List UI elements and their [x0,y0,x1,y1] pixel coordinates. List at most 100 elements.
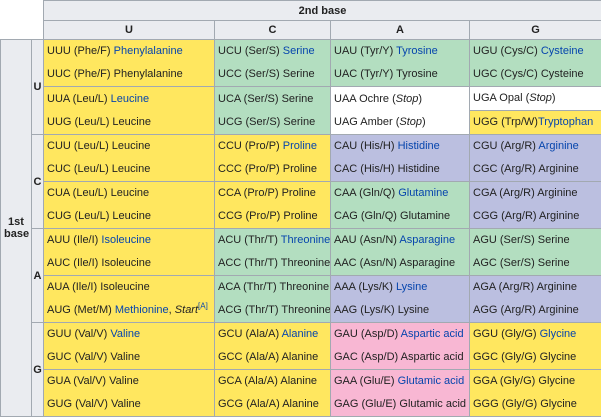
codon-code: CGA (Arg/R) [473,187,537,199]
amino-acid-link[interactable]: Histidine [398,140,440,152]
stop-closing-paren: ) [418,93,422,105]
amino-acid-name: Leucine [112,140,151,152]
codon-line: CCC (Pro/P) Proline [218,158,327,181]
amino-acid-link[interactable]: Tryptophan [538,111,593,134]
codon-code: AAA (Lys/K) [334,281,396,293]
amino-acid-name: Glycine [538,375,575,387]
codon-line: GGU (Gly/G) Glycine [473,323,598,346]
codon-code: GGC (Gly/G) [473,351,540,363]
amino-acid-name: Glutamine [400,210,450,222]
amino-acid-name: Serine [283,68,315,80]
amino-acid-name: Serine [538,257,570,269]
amino-acid-name: Glycine [540,398,577,410]
amino-acid-name: Lysine [398,304,429,316]
codon-code: UCC (Ser/S) [218,68,283,80]
codon-line: GAG (Glu/E) Glutamic acid [334,393,466,416]
codon-line: GCA (Ala/A) Alanine [218,370,327,393]
codon-code: GUC (Val/V) [47,351,110,363]
amino-acid-link[interactable]: Isoleucine [101,234,151,246]
codon-code: UAA Ochre ( [334,93,396,105]
stop-closing-paren: ) [552,87,556,110]
amino-acid-link[interactable]: Glutamic acid [398,375,465,387]
codon-code: ACC (Thr/T) [218,257,281,269]
codon-line: GCU (Ala/A) Alanine [218,323,327,346]
row-header-g: G [32,323,44,417]
codon-line: CGG (Arg/R) Arginine [473,205,598,228]
codon-line: GUC (Val/V) Valine [47,346,211,369]
amino-acid-link[interactable]: Serine [283,45,315,57]
amino-acid-link[interactable]: Threonine [281,234,331,246]
amino-acid-name: Threonine [280,281,330,293]
codon-code: AGA (Arg/R) [473,281,537,293]
amino-acid-name: Leucine [111,187,150,199]
codon-line: CAA (Gln/Q) Glutamine [334,182,466,205]
amino-acid-link[interactable]: Aspartic acid [401,328,464,340]
codon-line: CGC (Arg/R) Arginine [473,158,598,181]
amino-acid-link[interactable]: Arginine [538,140,578,152]
codon-code: UAU (Tyr/Y) [334,45,396,57]
amino-acid-name: Valine [111,398,141,410]
codon-line: AGU (Ser/S) Serine [473,229,598,252]
amino-acid-link[interactable]: Proline [283,140,317,152]
codon-cell-c: CCU (Pro/P) Proline CCC (Pro/P) Proline [215,135,331,182]
amino-acid-link[interactable]: Asparagine [399,234,455,246]
second-base-header: 2nd base [44,1,601,21]
codon-line: AUA (Ile/I) Isoleucine [47,276,211,299]
amino-acid-link[interactable]: Alanine [282,328,319,340]
amino-acid-name: Aspartic acid [401,351,464,363]
codon-code: UAC (Tyr/Y) [334,68,396,80]
amino-acid-link[interactable]: Leucine [111,93,150,105]
footnote-link[interactable]: [A] [198,301,208,310]
amino-acid-link[interactable]: Valine [110,328,140,340]
amino-acid-link[interactable]: Methionine [115,304,169,316]
codon-line: AGA (Arg/R) Arginine [473,276,598,299]
codon-cell-u: GUU (Val/V) Valine GUC (Val/V) Valine [44,323,215,370]
codon-line: GGC (Gly/G) Glycine [473,346,598,369]
column-header-c: C [215,21,331,40]
codon-line: GCG (Ala/A) Alanine [218,393,327,416]
codon-code: GCA (Ala/A) [218,375,280,387]
codon-code: CCA (Pro/P) [218,187,282,199]
codon-line: UCC (Ser/S) Serine [218,63,327,86]
codon-code: ACA (Thr/T) [218,281,280,293]
codon-line: ACU (Thr/T) Threonine [218,229,327,252]
amino-acid-link[interactable]: Lysine [396,281,427,293]
codon-line: AAG (Lys/K) Lysine [334,299,466,322]
codon-line: GGG (Gly/G) Glycine [473,393,598,416]
codon-code: GUU (Val/V) [47,328,110,340]
amino-acid-link[interactable]: Cysteine [541,45,584,57]
amino-acid-link[interactable]: Glycine [540,328,577,340]
amino-acid-name: Histidine [398,163,440,175]
codon-line: UAU (Tyr/Y) Tyrosine [334,40,466,63]
amino-acid-link[interactable]: Tyrosine [396,45,438,57]
codon-code: AAC (Asn/N) [334,257,399,269]
codon-code: CAA (Gln/Q) [334,187,398,199]
amino-acid-name: Leucine [112,163,151,175]
amino-acid-name: Alanine [282,351,319,363]
amino-acid-name: Alanine [282,398,319,410]
codon-code: ACU (Thr/T) [218,234,281,246]
codon-code: CCU (Pro/P) [218,140,283,152]
codon-line: CAU (His/H) Histidine [334,135,466,158]
row-header-a: A [32,229,44,323]
amino-acid-link[interactable]: Phenylalanine [114,45,183,57]
codon-line: AGC (Ser/S) Serine [473,252,598,275]
codon-line: AGG (Arg/R) Arginine [473,299,598,322]
codon-cell-a: UAU (Tyr/Y) Tyrosine UAC (Tyr/Y) Tyrosine [331,40,470,87]
codon-code: CAU (His/H) [334,140,398,152]
amino-acid-name: Arginine [538,304,578,316]
amino-acid-link[interactable]: Glutamine [398,187,448,199]
codon-line: UGA Opal (Stop) [470,87,601,111]
